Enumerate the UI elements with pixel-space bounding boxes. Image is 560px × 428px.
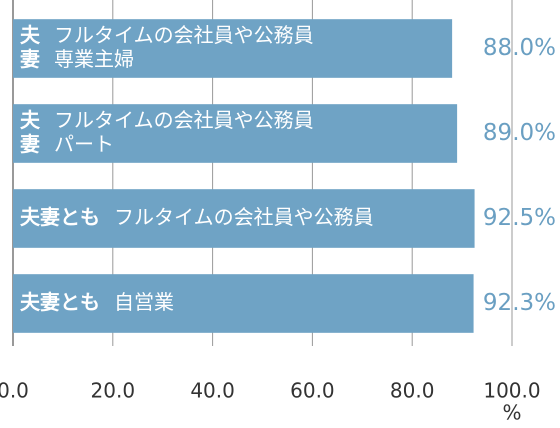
bar (13, 104, 458, 163)
x-tick-label: 0.0 (0, 379, 29, 403)
category-label-bold: 夫妻とも (20, 290, 100, 314)
category-label: フルタイムの会社員や公務員 (114, 205, 374, 229)
category-label: フルタイムの会社員や公務員 (54, 108, 314, 132)
category-label-bold: 夫妻とも (20, 205, 100, 229)
category-label: パート (54, 132, 114, 156)
category-label: 専業主婦 (54, 47, 134, 71)
x-unit: % (502, 401, 521, 425)
bar (13, 189, 475, 248)
x-tick-label: 20.0 (91, 379, 136, 403)
category-label: 自営業 (114, 290, 174, 314)
x-tick-label: 40.0 (190, 379, 235, 403)
x-tick-label: 80.0 (390, 379, 435, 403)
category-label-bold: 夫 (20, 23, 41, 47)
value-label: 92.3% (483, 290, 556, 316)
x-tick-label: 60.0 (290, 379, 335, 403)
category-label-bold: 夫 (20, 108, 41, 132)
category-label-bold: 妻 (20, 47, 40, 71)
x-tick-label: 100.0 (483, 379, 540, 403)
value-label: 89.0% (483, 120, 556, 146)
category-label-bold: 妻 (20, 132, 40, 156)
category-label: フルタイムの会社員や公務員 (54, 23, 314, 47)
value-label: 92.5% (483, 205, 556, 231)
value-label: 88.0% (483, 35, 556, 61)
bar (13, 274, 474, 333)
bar (13, 19, 453, 78)
